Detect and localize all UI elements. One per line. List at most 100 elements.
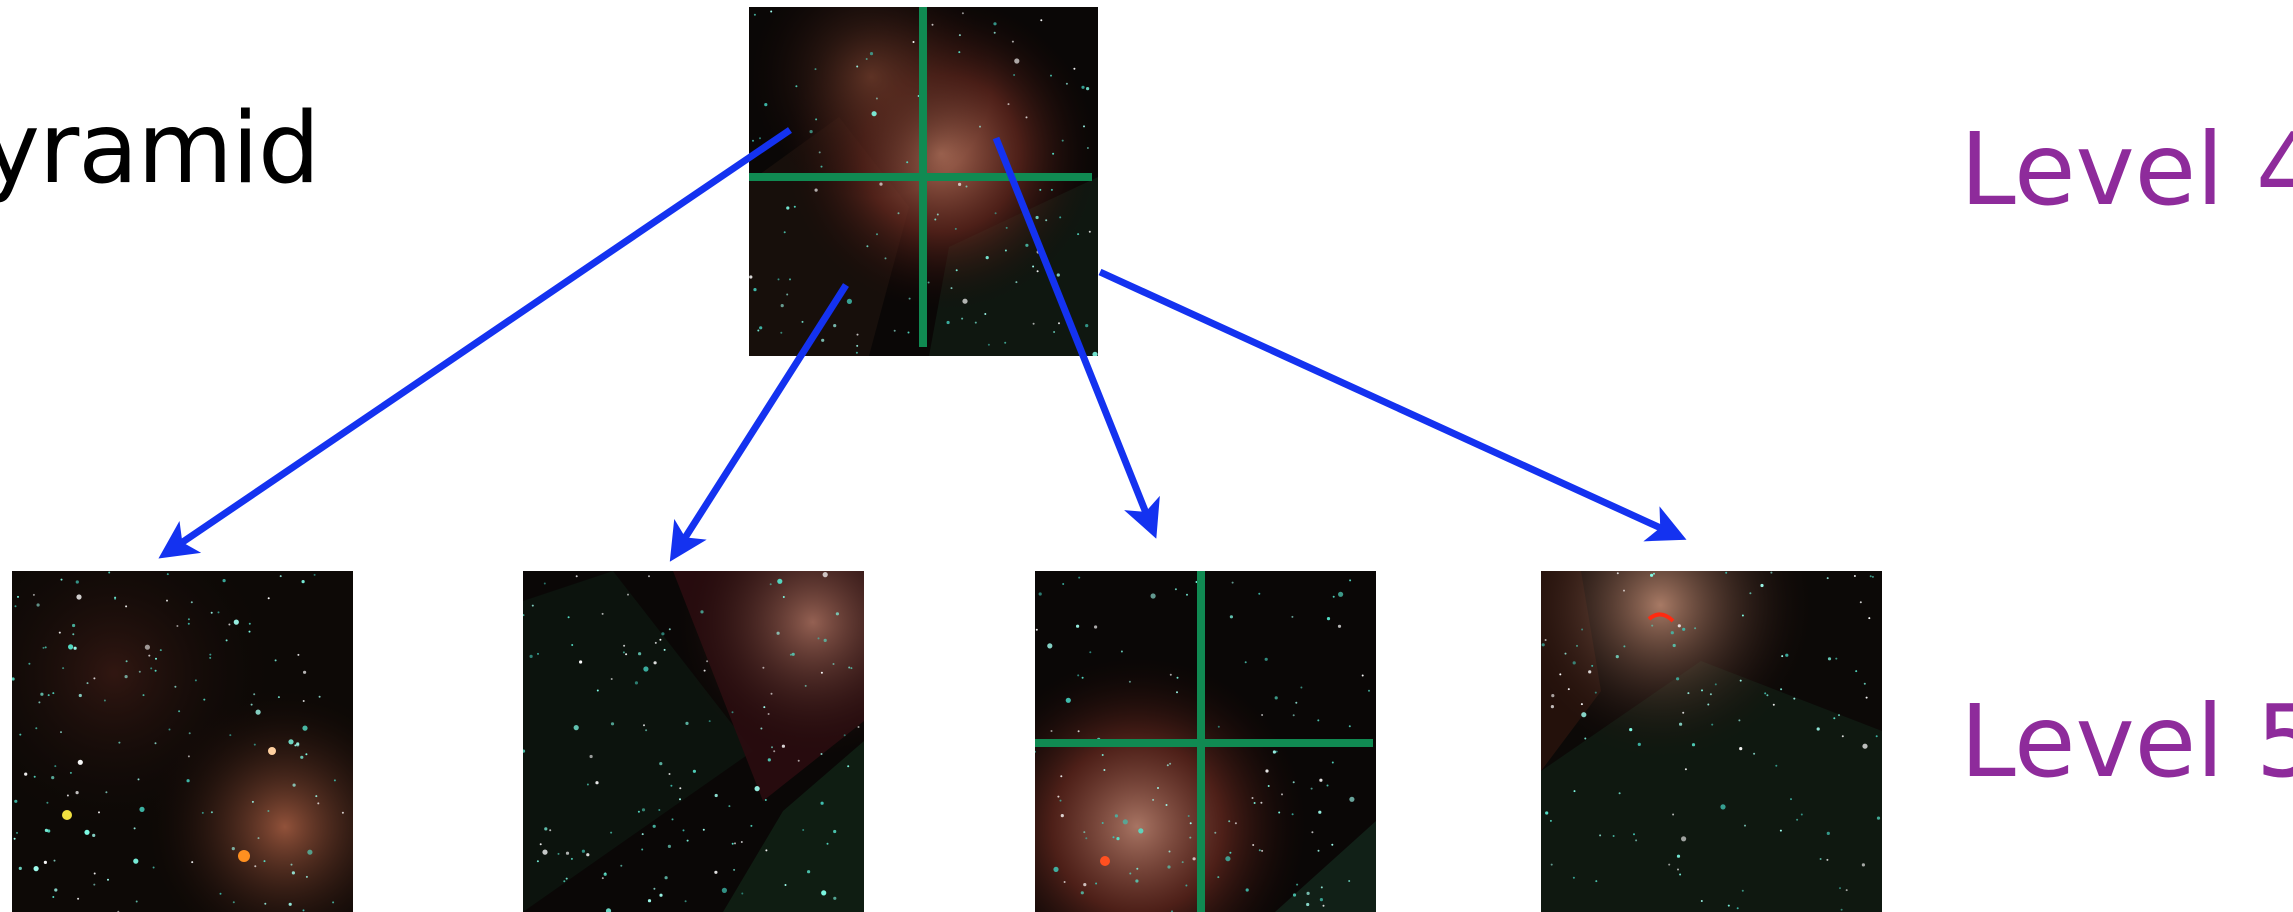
star: [16, 831, 18, 834]
star: [191, 861, 194, 864]
star: [1709, 693, 1712, 696]
star: [893, 329, 896, 332]
star: [1192, 857, 1196, 861]
star: [1668, 863, 1671, 866]
star: [1599, 834, 1602, 837]
star: [1337, 624, 1342, 628]
star: [1711, 723, 1714, 726]
star: [219, 892, 222, 895]
star: [1004, 341, 1007, 344]
star: [809, 130, 813, 134]
star: [1744, 824, 1746, 827]
star: [1871, 575, 1874, 578]
star: [1725, 571, 1728, 574]
star: [93, 872, 96, 875]
star: [897, 212, 900, 215]
star: [133, 827, 136, 830]
star: [277, 696, 280, 699]
star: [118, 741, 121, 744]
star: [856, 333, 859, 336]
star: [14, 799, 18, 803]
star: [789, 278, 791, 281]
slide-title: yramid: [0, 92, 320, 206]
star: [604, 872, 607, 875]
star: [44, 828, 49, 832]
star: [54, 765, 57, 768]
star: [601, 612, 604, 615]
star: [1349, 579, 1352, 582]
star: [1059, 799, 1062, 802]
level-5-tile-1: [12, 571, 353, 912]
star: [638, 652, 642, 656]
star: [1011, 40, 1014, 43]
star: [1073, 67, 1076, 70]
level-4-tile: [749, 7, 1098, 356]
star: [1260, 801, 1263, 804]
star: [53, 859, 56, 862]
star: [782, 596, 785, 598]
star: [1319, 898, 1323, 902]
star: [549, 829, 552, 832]
star: [1229, 851, 1232, 854]
star: [1189, 836, 1192, 839]
star: [659, 893, 663, 897]
star: [174, 685, 177, 688]
star: [820, 753, 823, 755]
star: [1083, 831, 1086, 834]
star: [1253, 802, 1256, 804]
star: [1839, 887, 1841, 890]
star: [1682, 627, 1686, 631]
star: [1863, 682, 1866, 685]
star: [1306, 902, 1310, 907]
star: [586, 853, 590, 857]
star: [1065, 82, 1068, 85]
star: [754, 786, 760, 792]
star: [793, 205, 796, 208]
star: [1541, 643, 1545, 647]
star: [1550, 863, 1553, 866]
star: [209, 656, 212, 659]
star: [783, 231, 786, 234]
star: [1081, 676, 1084, 679]
star: [820, 801, 824, 805]
star: [620, 864, 623, 867]
star: [1136, 867, 1139, 870]
star: [1368, 689, 1370, 692]
star: [1623, 645, 1626, 648]
star: [297, 653, 300, 656]
star: [1544, 639, 1547, 641]
star: [994, 212, 997, 215]
star: [1311, 831, 1314, 834]
star: [641, 833, 644, 836]
star: [686, 839, 689, 842]
star: [291, 871, 295, 875]
star: [777, 578, 783, 584]
star: [77, 759, 83, 765]
star: [543, 582, 546, 585]
star: [668, 773, 671, 775]
star: [581, 849, 585, 853]
star: [1291, 813, 1294, 816]
star: [1040, 19, 1043, 22]
star: [762, 666, 765, 669]
star: [1361, 674, 1364, 677]
star: [573, 725, 579, 731]
star: [741, 892, 744, 895]
star: [780, 331, 783, 334]
star: [1790, 798, 1792, 801]
star: [33, 866, 39, 872]
star: [1677, 868, 1679, 871]
star: [1081, 85, 1085, 89]
star: [1013, 74, 1016, 76]
star: [764, 799, 767, 801]
star: [1348, 880, 1351, 882]
star: [1320, 886, 1323, 889]
star: [570, 857, 573, 860]
star: [663, 648, 666, 651]
star: [1036, 270, 1039, 273]
star: [934, 218, 937, 221]
star: [154, 669, 157, 672]
star: [1317, 719, 1320, 722]
star: [539, 843, 542, 846]
star: [47, 694, 50, 697]
